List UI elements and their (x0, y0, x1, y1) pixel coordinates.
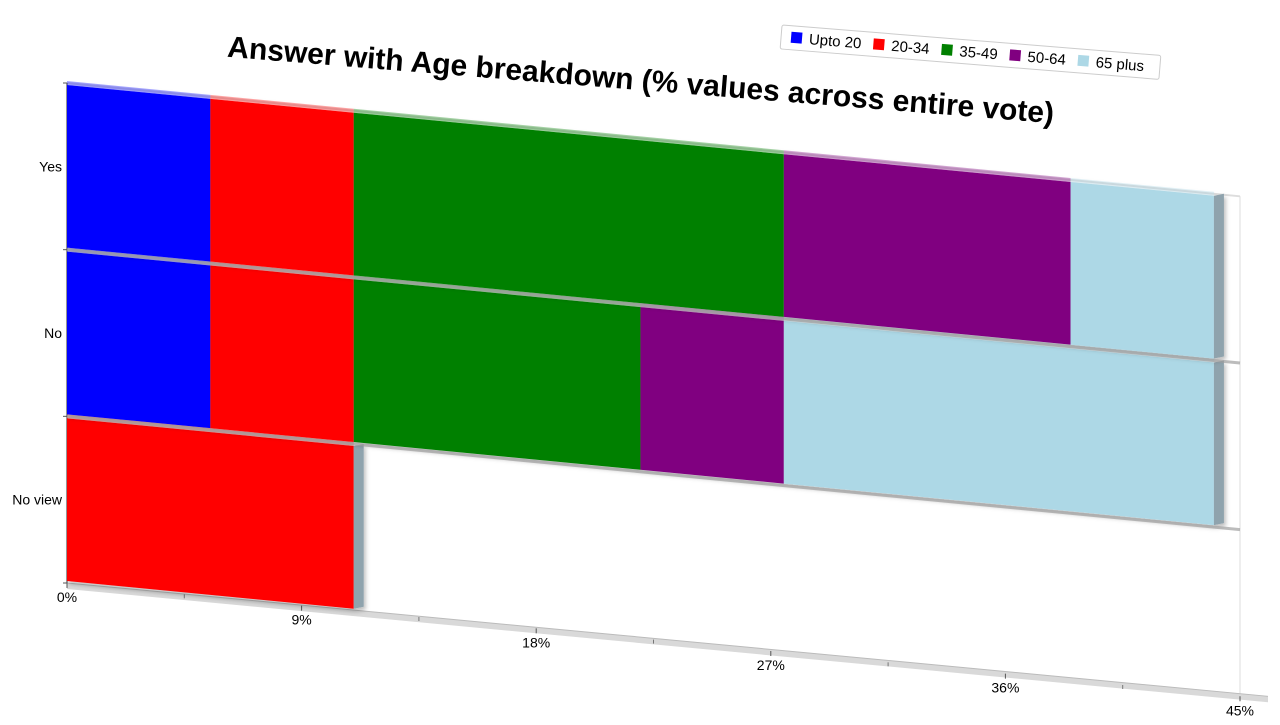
x-tick-label: 45% (1226, 702, 1254, 718)
bar-segment[interactable] (1070, 181, 1214, 359)
x-tick-label: 9% (291, 612, 311, 628)
bar-side-face (1213, 360, 1224, 526)
bar-segment-top (67, 81, 211, 99)
legend-label: 65 plus (1095, 54, 1145, 75)
legend-items: Upto 20 20-34 35-49 50-64 65 plus (790, 31, 1145, 75)
bar-group (67, 81, 1224, 359)
x-tick-label: 27% (757, 657, 785, 673)
y-tick-label: Yes (39, 158, 62, 174)
legend-swatch (1009, 49, 1022, 62)
bar-segment[interactable] (353, 112, 784, 317)
legend: Upto 20 20-34 35-49 50-64 65 plus (779, 24, 1162, 80)
bar-segment-top (783, 150, 1071, 182)
category-separator (66, 248, 1241, 365)
bar-segment[interactable] (67, 418, 354, 609)
labels-layer: 0% 9% 18% 27% 36% 45% Yes No No view (12, 158, 1254, 718)
bar-segment-top (1070, 177, 1214, 196)
y-tick-label: No (44, 325, 62, 341)
bar-segment[interactable] (210, 98, 354, 276)
bar-segment[interactable] (353, 279, 641, 470)
legend-label: 50-64 (1027, 49, 1067, 69)
bar-segment[interactable] (67, 251, 211, 429)
bar-side-face (353, 444, 364, 609)
x-tick-label: 18% (522, 634, 550, 650)
category-separator (66, 414, 1241, 532)
bar-segment-top (353, 108, 784, 155)
legend-swatch (941, 43, 953, 56)
legend-swatch (790, 31, 803, 44)
legend-label: 35-49 (959, 43, 999, 63)
legend-swatch (1077, 54, 1090, 67)
x-tick-label: 0% (57, 589, 77, 605)
bar-segment[interactable] (783, 320, 1214, 526)
legend-label: Upto 20 (808, 31, 862, 52)
bars-layer (66, 81, 1241, 609)
bar-segment-top (210, 94, 354, 113)
bar-group (67, 414, 364, 609)
legend-swatch (872, 38, 885, 51)
legend-label: 20-34 (891, 38, 931, 58)
x-axis-floor (67, 583, 1268, 703)
bar-segment[interactable] (210, 265, 354, 443)
x-axis-line (66, 582, 1269, 697)
y-tick-label: No view (12, 492, 63, 508)
bar-side-face (1213, 193, 1224, 359)
bar-segment[interactable] (783, 154, 1071, 345)
x-tick-label: 36% (991, 680, 1019, 696)
bar-segment[interactable] (640, 307, 784, 484)
bar-segment[interactable] (67, 85, 211, 262)
